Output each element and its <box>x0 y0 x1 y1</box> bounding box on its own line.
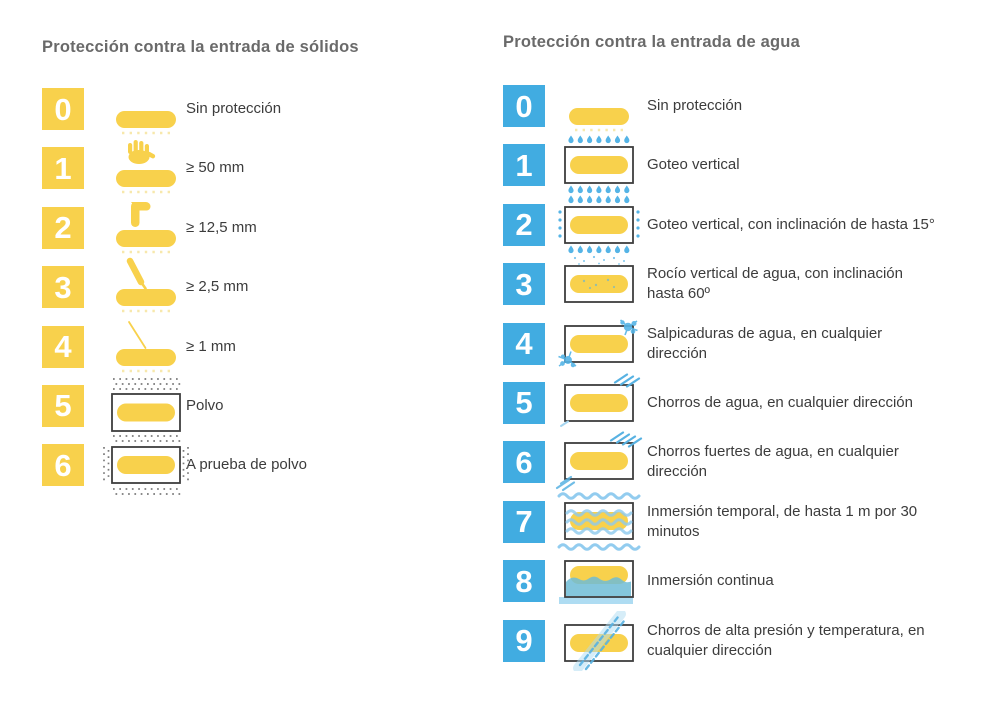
rating-digit-badge: 8 <box>503 560 545 603</box>
water-jet-box-icon <box>545 373 645 427</box>
rating-row: 8 Inmersión continua <box>503 560 989 605</box>
rating-label: Goteo vertical <box>647 156 740 174</box>
rating-digit-badge: 1 <box>42 147 84 190</box>
rating-digit-badge: 5 <box>503 381 545 424</box>
rating-label: Chorros de agua, en cualquier dirección <box>647 393 913 411</box>
rating-row: 5 Polvo <box>42 378 488 432</box>
bar-plain-icon <box>545 85 645 132</box>
rating-row: 6 Chorros fuertes de agua, en cualquier d… <box>503 431 989 492</box>
rating-digit-badge: 0 <box>42 88 84 130</box>
rating-label: Chorros fuertes de agua, en cualquier di… <box>647 443 899 481</box>
rating-label: Goteo vertical, con inclinación de hasta… <box>647 215 935 233</box>
rating-digit-badge: 1 <box>503 144 545 187</box>
solids-column-title: Protección contra la entrada de sólidos <box>42 38 359 56</box>
continuous-immersion-box-icon <box>545 560 645 605</box>
solids-protection-column: Protección contra la entrada de sólidos … <box>42 36 488 504</box>
rating-label: Sin protección <box>647 97 743 114</box>
rating-label: ≥ 1 mm <box>186 337 236 355</box>
rating-row: 1 ≥ 50 mm <box>42 140 488 194</box>
rating-digit-badge: 4 <box>503 322 545 365</box>
rating-digit-badge: 6 <box>503 441 545 484</box>
dust-protected-box-icon <box>84 378 184 432</box>
water-splash-box-icon <box>545 318 645 367</box>
rating-label: Inmersión temporal, de hasta 1 m por 30 … <box>647 502 918 540</box>
wire-over-bar-icon <box>84 320 184 372</box>
rating-label: Salpicaduras de agua, en cualquier direc… <box>647 324 883 362</box>
rating-row: 2 ≥ 12,5 mm <box>42 201 488 253</box>
rating-row: 0 Sin protección <box>503 85 989 132</box>
hand-over-bar-icon <box>84 140 184 194</box>
rating-digit-badge: 2 <box>42 206 84 249</box>
vertical-drip-box-icon <box>545 135 645 194</box>
high-pressure-jet-box-icon <box>545 610 645 671</box>
rating-label: Chorros de alta presión y temperatura, e… <box>647 621 925 659</box>
rating-digit-badge: 5 <box>42 384 84 427</box>
rating-row: 0 Sin protección <box>42 88 488 135</box>
rating-label: ≥ 2,5 mm <box>186 278 249 296</box>
rating-label: ≥ 12,5 mm <box>186 218 257 236</box>
dust-tight-box-icon <box>84 435 189 496</box>
finger-over-bar-icon <box>84 201 184 253</box>
tilted-drip-box-icon <box>545 195 645 253</box>
solids-rating-list: 0 Sin protección 1 ≥ 50 mm 2 ≥ 12,5 mm 3 ≥ 2,5 … <box>42 88 488 496</box>
rating-row: 5 Chorros de agua, en cualquier dirección <box>503 373 989 427</box>
water-rating-list: 0 Sin protección 1 Goteo vertical 2 Goteo ver… <box>503 85 989 671</box>
rating-row: 2 Goteo vertical, con inclinación de hast… <box>503 195 989 253</box>
rating-digit-badge: 4 <box>42 325 84 368</box>
rating-digit-badge: 3 <box>503 263 545 306</box>
rating-label: Sin protección <box>186 100 282 117</box>
rating-row: 6 A prueba de polvo <box>42 435 488 496</box>
tool-over-bar-icon <box>84 257 184 313</box>
water-spray-box-icon <box>545 256 645 305</box>
rating-digit-badge: 9 <box>503 619 545 662</box>
rating-label: Inmersión continua <box>647 572 774 590</box>
bar-plain-icon <box>84 88 184 135</box>
rating-row: 3 Rocío vertical de agua, con inclinación… <box>503 256 989 306</box>
rating-label: A prueba de polvo <box>186 456 307 474</box>
rating-digit-badge: 6 <box>42 444 84 487</box>
rating-label: ≥ 50 mm <box>186 159 245 177</box>
water-column-title: Protección contra la entrada de agua <box>503 33 800 51</box>
rating-row: 4 ≥ 1 mm <box>42 320 488 372</box>
rating-label: Polvo <box>186 396 224 414</box>
strong-water-jet-box-icon <box>545 431 645 492</box>
rating-digit-badge: 7 <box>503 500 545 543</box>
temporary-immersion-box-icon <box>545 491 645 551</box>
rating-row: 4 Salpicaduras de agua, en cualquier dire… <box>503 318 989 367</box>
rating-row: 1 Goteo vertical <box>503 135 989 194</box>
rating-digit-badge: 0 <box>503 85 545 127</box>
rating-label: Rocío vertical de agua, con inclinación … <box>647 265 903 303</box>
rating-digit-badge: 3 <box>42 266 84 309</box>
rating-row: 7 Inmersión temporal, de hasta 1 m por 30… <box>503 491 989 551</box>
water-protection-column: Protección contra la entrada de agua 0 Si… <box>503 31 989 679</box>
rating-row: 3 ≥ 2,5 mm <box>42 257 488 313</box>
rating-digit-badge: 2 <box>503 203 545 246</box>
rating-row: 9 Chorros de alta presión y temperatura, … <box>503 610 989 671</box>
